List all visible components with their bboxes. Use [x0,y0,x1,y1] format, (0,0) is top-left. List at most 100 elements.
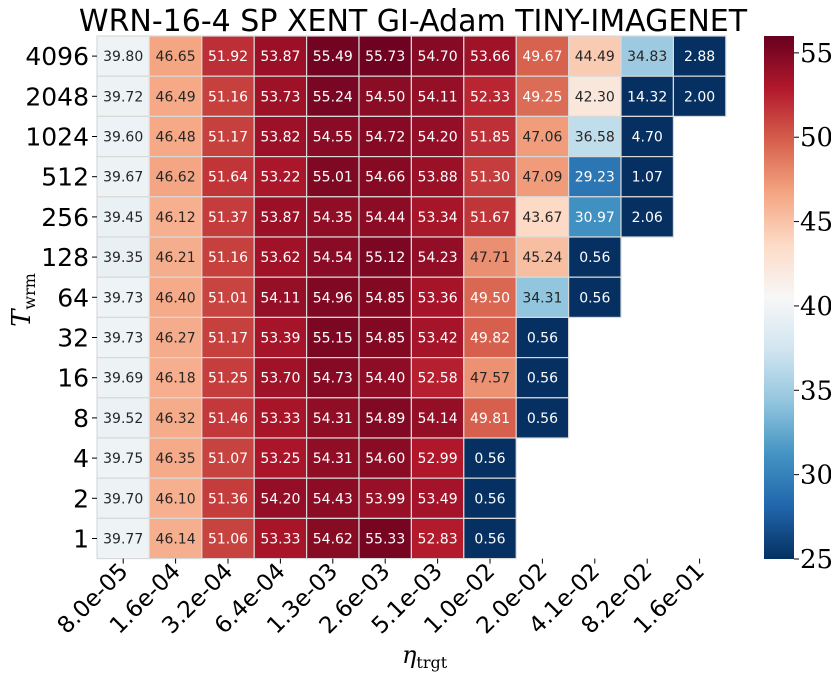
cell-value-label: 52.99 [418,451,458,467]
cell-value-label: 51.64 [208,170,248,186]
heatmap-cell [463,75,517,117]
cell-value-label: 43.67 [522,210,562,226]
cell-value-label: 46.62 [156,170,196,186]
heatmap-cell [358,477,413,520]
cell-value-label: 46.40 [156,290,196,306]
cell-value-label: 52.58 [418,371,458,387]
cell-value-label: 53.34 [418,210,458,226]
colorbar-tick-label: 45 [800,208,831,238]
cell-value-label: 30.97 [575,210,615,226]
heatmap-cell [96,437,151,479]
y-tick-label: 2048 [25,82,89,111]
cell-value-label: 2.06 [632,210,663,226]
heatmap-cell [410,477,465,520]
heatmap-cell [567,75,622,117]
heatmap-cell [201,437,255,479]
cell-value-label: 54.96 [313,290,353,306]
heatmap-cell [463,35,517,77]
cell-value-label: 55.33 [365,532,405,548]
cell-value-label: 51.06 [208,532,248,548]
x-axis-label: ηtrgt [402,641,448,672]
y-axis-label: Twrm [7,273,39,327]
y-tick-label: 256 [41,203,89,232]
heatmap-cell [463,437,517,479]
cell-value-label: 51.46 [208,411,248,427]
cell-value-label: 52.83 [418,532,458,548]
heatmap-cell [410,316,465,359]
cell-value-label: 54.31 [313,451,353,467]
cell-value-label: 54.23 [418,250,458,266]
heatmap-cell [567,156,622,198]
cell-value-label: 51.01 [208,290,248,306]
heatmap-cell [515,357,570,399]
cell-value-label: 54.60 [365,451,405,467]
heatmap-cell [515,196,570,238]
heatmap-cell [253,196,308,238]
y-tick-label: 1024 [25,123,89,152]
cell-value-label: 47.06 [522,130,562,146]
cell-value-label: 46.27 [156,331,196,347]
heatmap-cell [253,115,308,158]
heatmap-cell [515,276,570,319]
heatmap-cell [253,477,308,520]
heatmap-cell [410,75,465,117]
cell-value-label: 44.49 [575,49,615,65]
heatmap-cell [201,357,255,399]
heatmap-cell [201,276,255,319]
heatmap-cell [96,397,151,439]
y-tick-label: 64 [57,283,89,312]
cell-value-label: 54.20 [418,130,458,146]
cell-value-label: 54.20 [260,491,300,507]
cell-value-label: 1.07 [632,170,663,186]
heatmap-cell [96,316,151,359]
cell-value-label: 39.75 [103,451,143,467]
cell-value-label: 2.00 [684,89,715,105]
heatmap-cell [148,236,203,278]
cell-value-label: 54.11 [260,290,300,306]
colorbar [764,36,794,559]
heatmap-cell [148,75,203,117]
cell-value-label: 0.56 [579,290,610,306]
heatmap-cell [463,397,517,439]
cell-value-label: 53.62 [260,250,300,266]
cell-value-label: 51.92 [208,49,248,65]
y-tick-label: 32 [57,324,89,353]
cell-value-label: 49.67 [522,49,562,65]
cell-value-label: 54.44 [365,210,405,226]
cell-value-label: 53.33 [260,532,300,548]
heatmap-cell [306,276,360,319]
heatmap-cell [306,115,360,158]
cell-value-label: 53.88 [418,170,458,186]
cell-value-label: 51.16 [208,250,248,266]
cell-value-label: 34.83 [627,49,667,65]
cell-value-label: 39.52 [103,411,143,427]
cell-value-label: 51.07 [208,451,248,467]
cell-value-label: 53.82 [260,130,300,146]
cell-value-label: 51.36 [208,491,248,507]
heatmap-cell [567,236,622,278]
heatmap-cell [148,397,203,439]
cell-value-label: 36.58 [575,130,615,146]
cell-value-label: 47.09 [522,170,562,186]
cell-value-label: 0.56 [527,371,558,387]
heatmap-cell [672,35,727,77]
cell-value-label: 51.17 [208,130,248,146]
heatmap-cell [463,196,517,238]
cell-value-label: 14.32 [627,89,667,105]
cell-value-label: 54.50 [365,89,405,105]
y-tick-label: 16 [57,364,89,393]
y-tick-label: 512 [41,163,89,192]
cell-value-label: 34.31 [522,290,562,306]
heatmap-cell [515,236,570,278]
cell-value-label: 49.25 [522,89,562,105]
cell-value-label: 54.55 [313,130,353,146]
heatmap-cell [306,75,360,117]
heatmap-cell [201,477,255,520]
heatmap-cell [672,75,727,117]
cell-value-label: 49.82 [470,331,510,347]
cell-value-label: 51.37 [208,210,248,226]
heatmap-cell [148,35,203,77]
cell-value-label: 46.32 [156,411,196,427]
heatmap-cells: 39.80 46.65 51.92 53.87 55.49 55.73 54.70 53.66… [96,35,727,560]
x-axis-label-main: η [402,641,417,669]
